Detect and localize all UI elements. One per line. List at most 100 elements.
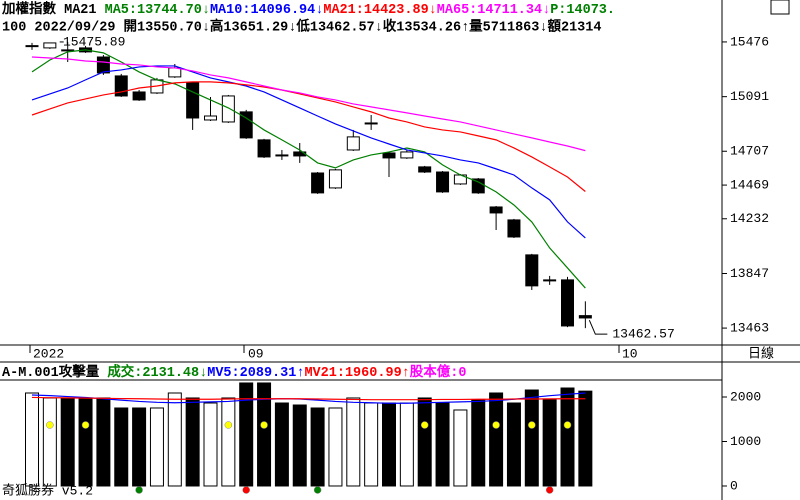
volume-bar	[239, 382, 254, 487]
volume-bar	[346, 397, 361, 487]
y-tick-label: 14707	[730, 144, 769, 159]
candle-body	[418, 166, 432, 173]
ma-line	[31, 56, 586, 152]
volume-bar	[417, 397, 432, 487]
annotation: 13462.57	[612, 327, 674, 342]
period-label: 日線	[748, 345, 774, 361]
volume-bar	[185, 397, 200, 487]
candle-body	[471, 178, 485, 194]
candle-body	[328, 169, 342, 189]
candle-body	[204, 115, 217, 121]
signal-dot	[313, 486, 322, 494]
volume-bar	[399, 402, 414, 487]
ma-line	[31, 396, 586, 401]
candle-body	[507, 219, 521, 238]
candle-body	[275, 154, 289, 157]
volume-bar	[560, 387, 575, 487]
y-tick-label: 13847	[730, 266, 769, 281]
volume-bar	[149, 407, 164, 487]
volume-bar	[42, 397, 57, 487]
volume-bar	[328, 407, 343, 487]
volume-bar	[25, 392, 39, 487]
subtitle: 100 2022/09/29 開13550.70↓高13651.29↓低1346…	[2, 18, 601, 36]
plot-area: 加權指數 MA21 MA5:13744.70↓MA10:14096.94↓MA2…	[1, 0, 675, 498]
volume-bar	[257, 382, 272, 487]
x-tick-label: 2022	[33, 346, 64, 361]
signal-dot	[224, 421, 233, 429]
y-tick-label: 13463	[730, 321, 769, 336]
x-tick-label: 10	[622, 346, 638, 361]
header-segment: 加權指數 MA21	[1, 0, 105, 18]
volume-bar	[489, 392, 504, 487]
signal-dot	[492, 421, 500, 429]
volume-bar	[524, 389, 539, 487]
candle-body	[43, 42, 57, 49]
volume-bar	[203, 402, 218, 487]
volume-bar	[132, 407, 147, 487]
volume-bar	[471, 399, 486, 487]
signal-dot	[81, 421, 90, 429]
ma-line	[31, 392, 586, 404]
window-button[interactable]	[770, 0, 790, 15]
header-segment: MV21:1960.99↑	[304, 366, 409, 381]
signal-dot	[260, 421, 268, 429]
annotation-leader	[588, 319, 608, 335]
x-tick-label: 09	[248, 346, 264, 361]
y-tick-label: 15476	[730, 34, 769, 49]
volume-bar	[578, 390, 593, 487]
candle-body	[221, 95, 235, 123]
annotation: 15475.89	[63, 34, 125, 49]
candle-body	[168, 67, 182, 78]
volume-bar	[167, 392, 182, 487]
volume-bar	[292, 404, 307, 487]
volume-bar	[274, 402, 289, 487]
candle-body	[561, 279, 574, 327]
y-tick-label: 2000	[730, 389, 761, 404]
header-segment: 股本億:0	[410, 363, 467, 381]
candle-body	[311, 172, 325, 194]
y-tick-label: 0	[730, 478, 738, 493]
candle-body	[382, 152, 396, 159]
axes: 15476 15091 14707 14469 14232 13847 13463 2000 1…	[29, 34, 774, 493]
volume-bar	[221, 397, 236, 487]
volume-bar	[114, 407, 129, 487]
header-segment: A-M.001攻擊量	[2, 363, 107, 381]
candle-body	[400, 151, 414, 159]
signal-dot	[135, 486, 143, 494]
candle-body	[132, 91, 146, 101]
volume-bar	[310, 407, 325, 487]
y-tick-label: 14469	[730, 178, 769, 193]
volume-bar	[435, 402, 450, 487]
volume-bar	[542, 399, 557, 487]
volume-bar	[96, 397, 111, 487]
y-tick-label: 1000	[730, 434, 761, 449]
candle-body	[436, 171, 450, 193]
volume-bar	[382, 402, 396, 487]
header-segment: MA10:14096.94↓	[210, 3, 323, 18]
candle-body	[239, 111, 253, 139]
candle-body	[364, 122, 378, 125]
header-segment: P:14073.	[550, 3, 615, 18]
candle-body	[61, 49, 75, 52]
candle-body	[525, 254, 539, 287]
candle-body	[489, 206, 503, 214]
volume-bar	[453, 409, 468, 487]
header-line: A-M.001攻擊量 成交:2131.48↓MV5:2089.31↑MV21:1…	[2, 363, 466, 381]
candle-body	[25, 45, 39, 48]
ma-line	[31, 65, 586, 239]
candle-body	[578, 315, 592, 319]
candle-body	[543, 279, 557, 282]
y-tick-label: 14232	[730, 211, 769, 226]
volume-bar	[506, 402, 521, 487]
header-segment: 成交:2131.48↓	[107, 363, 207, 381]
header-segment: MV5:2089.31↑	[207, 366, 304, 381]
candle-body	[96, 56, 110, 74]
candle-body	[346, 136, 360, 151]
volume-bar	[78, 397, 93, 487]
header-line: 加權指數 MA21 MA5:13744.70↓MA10:14096.94↓MA2…	[1, 0, 615, 18]
y-tick-label: 15091	[730, 89, 769, 104]
volume-bar	[60, 397, 75, 487]
candle-body	[186, 82, 200, 119]
